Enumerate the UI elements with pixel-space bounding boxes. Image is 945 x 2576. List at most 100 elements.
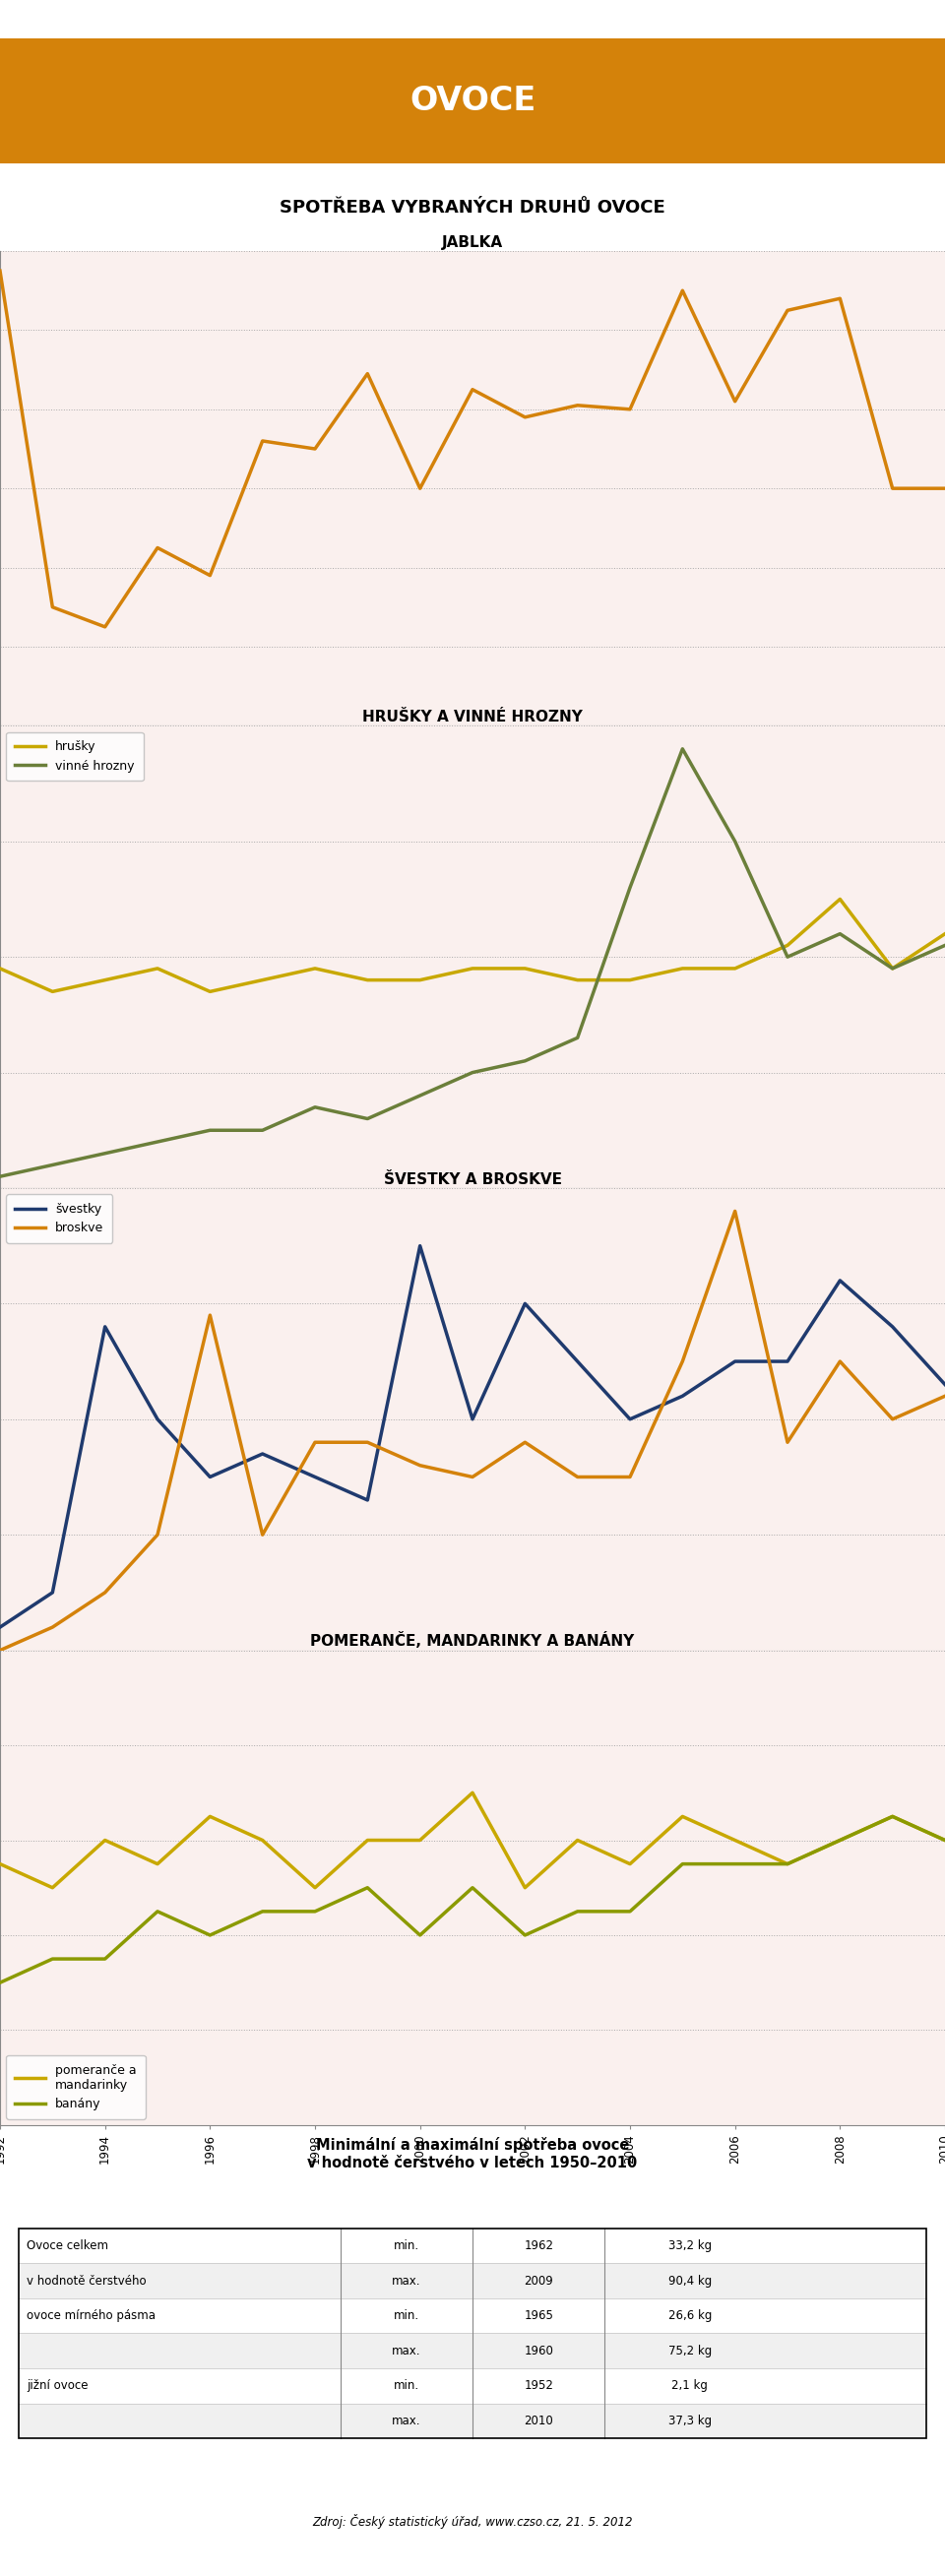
švestky [362, 1484, 373, 1515]
pomeranče a
mandarinky [730, 1824, 741, 1855]
pomeranče a
mandarinky [886, 1801, 898, 1832]
pomeranče a
mandarinky [677, 1801, 688, 1832]
hrušky [0, 953, 6, 984]
broskve [886, 1404, 898, 1435]
švestky [730, 1345, 741, 1376]
Bar [19, 2367, 926, 2403]
švestky [204, 1461, 215, 1492]
hrušky [309, 953, 320, 984]
broskve [520, 1427, 531, 1458]
Text: 90,4 kg: 90,4 kg [668, 2275, 712, 2287]
hrušky [625, 963, 636, 994]
vinné hrozny [414, 1079, 425, 1110]
Line: broskve: broskve [0, 1211, 945, 1651]
Line: vinné hrozny: vinné hrozny [0, 750, 945, 1177]
pomeranče a
mandarinky [204, 1801, 215, 1832]
banány [0, 1968, 6, 1999]
vinné hrozny [204, 1115, 215, 1146]
broskve [47, 1613, 59, 1643]
Text: ovoce mírného pásma: ovoce mírného pásma [26, 2308, 155, 2321]
Line: švestky: švestky [0, 1247, 945, 1628]
vinné hrozny [257, 1115, 268, 1146]
vinné hrozny [0, 1162, 6, 1193]
Text: 2,1 kg: 2,1 kg [672, 2380, 708, 2393]
Legend: pomeranče a
mandarinky, banány: pomeranče a mandarinky, banány [7, 2056, 146, 2120]
broskve [257, 1520, 268, 1551]
broskve [677, 1345, 688, 1376]
Title: ŠVESTKY A BROSKVE: ŠVESTKY A BROSKVE [384, 1172, 561, 1188]
banány [677, 1850, 688, 1880]
banány [362, 1873, 373, 1904]
pomeranče a
mandarinky [625, 1850, 636, 1880]
Text: 2010: 2010 [524, 2414, 553, 2427]
Bar [19, 2403, 926, 2439]
pomeranče a
mandarinky [152, 1850, 163, 1880]
Bar [19, 2228, 926, 2264]
broskve [834, 1345, 846, 1376]
švestky [886, 1311, 898, 1342]
hrušky [152, 953, 163, 984]
vinné hrozny [572, 1023, 583, 1054]
banány [520, 1919, 531, 1950]
hrušky [467, 953, 478, 984]
banány [152, 1896, 163, 1927]
vinné hrozny [677, 734, 688, 765]
hrušky [677, 953, 688, 984]
banány [204, 1919, 215, 1950]
broskve [99, 1577, 111, 1607]
Text: max.: max. [392, 2344, 421, 2357]
pomeranče a
mandarinky [309, 1873, 320, 1904]
banány [886, 1801, 898, 1832]
pomeranče a
mandarinky [572, 1824, 583, 1855]
broskve [467, 1461, 478, 1492]
pomeranče a
mandarinky [99, 1824, 111, 1855]
pomeranče a
mandarinky [467, 1777, 478, 1808]
Legend: hrušky, vinné hrozny: hrušky, vinné hrozny [7, 732, 144, 781]
banány [782, 1850, 793, 1880]
broskve [939, 1381, 945, 1412]
Text: max.: max. [392, 2414, 421, 2427]
vinné hrozny [782, 940, 793, 971]
vinné hrozny [47, 1149, 59, 1180]
Text: 33,2 kg: 33,2 kg [668, 2239, 712, 2251]
Text: min.: min. [393, 2239, 420, 2251]
Title: POMERANČE, MANDARINKY A BANÁNY: POMERANČE, MANDARINKY A BANÁNY [311, 1633, 634, 1649]
Bar [19, 2228, 926, 2439]
Line: pomeranče a
mandarinky: pomeranče a mandarinky [0, 1793, 945, 1888]
švestky [414, 1231, 425, 1262]
Line: banány: banány [0, 1816, 945, 1984]
hrušky [520, 953, 531, 984]
Text: max.: max. [392, 2275, 421, 2287]
Text: min.: min. [393, 2308, 420, 2321]
švestky [99, 1311, 111, 1342]
hrušky [730, 953, 741, 984]
broskve [730, 1195, 741, 1226]
Text: 1965: 1965 [524, 2308, 554, 2321]
broskve [572, 1461, 583, 1492]
pomeranče a
mandarinky [414, 1824, 425, 1855]
hrušky [939, 920, 945, 951]
banány [834, 1824, 846, 1855]
hrušky [47, 976, 59, 1007]
banány [730, 1850, 741, 1880]
broskve [0, 1636, 6, 1667]
banány [414, 1919, 425, 1950]
Text: 2009: 2009 [524, 2275, 553, 2287]
vinné hrozny [730, 827, 741, 858]
švestky [152, 1404, 163, 1435]
Text: Minimální a maximální spotřeba ovoce
v hodnotě čerstvého v letech 1950–2010: Minimální a maximální spotřeba ovoce v h… [307, 2138, 638, 2172]
broskve [414, 1450, 425, 1481]
vinné hrozny [625, 873, 636, 904]
banány [939, 1824, 945, 1855]
Text: 26,6 kg: 26,6 kg [668, 2308, 712, 2321]
pomeranče a
mandarinky [257, 1824, 268, 1855]
vinné hrozny [467, 1056, 478, 1087]
vinné hrozny [309, 1092, 320, 1123]
banány [257, 1896, 268, 1927]
pomeranče a
mandarinky [520, 1873, 531, 1904]
Bar [19, 2298, 926, 2334]
švestky [47, 1577, 59, 1607]
švestky [467, 1404, 478, 1435]
Text: 1962: 1962 [524, 2239, 554, 2251]
banány [99, 1942, 111, 1973]
